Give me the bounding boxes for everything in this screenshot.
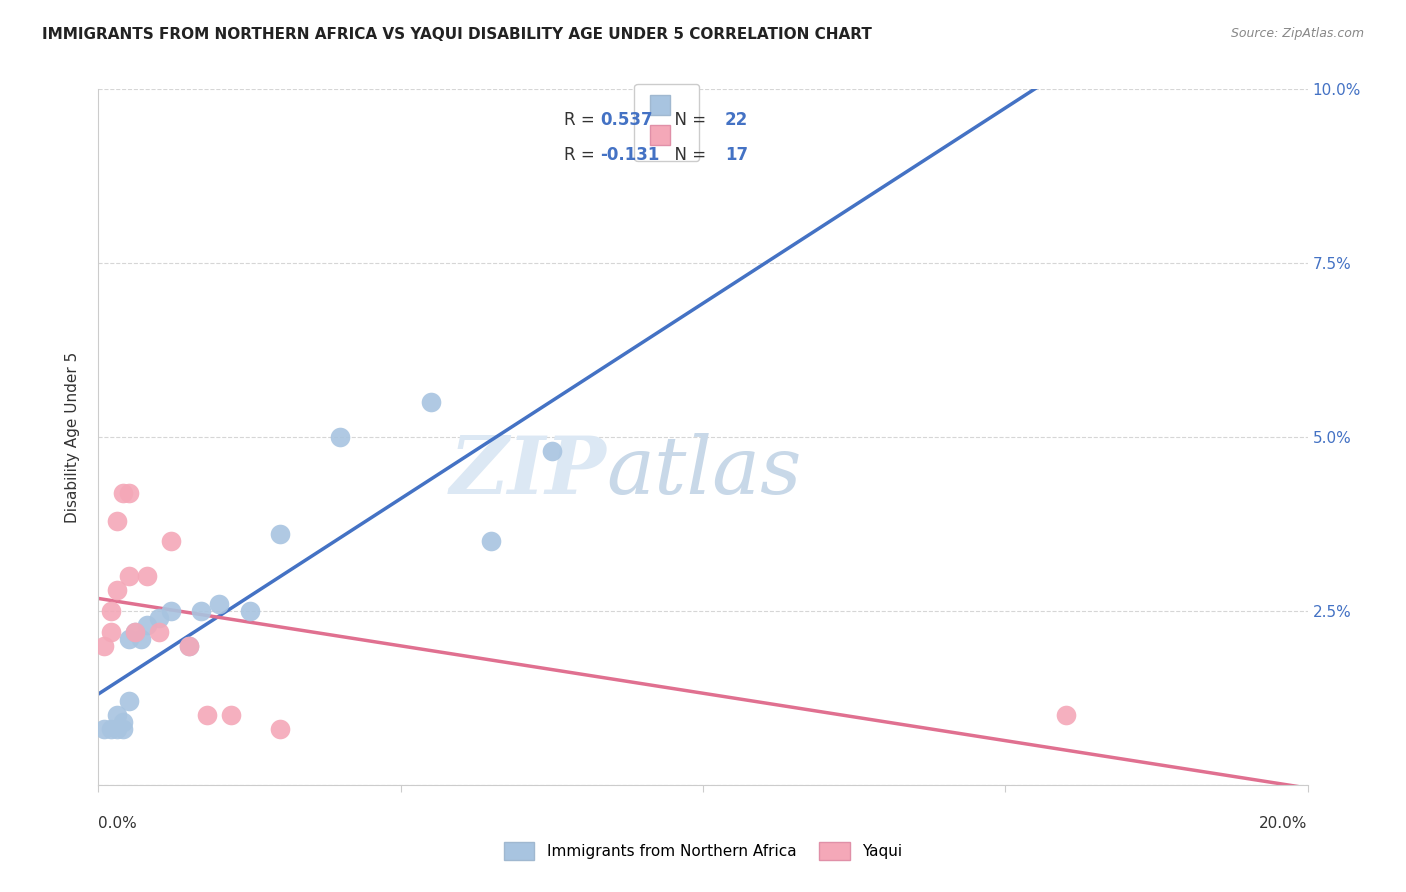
Point: [195, 708, 218, 723]
Point: [420, 395, 443, 409]
Text: 0.537: 0.537: [600, 112, 652, 129]
Point: [148, 624, 170, 639]
Point: [135, 618, 157, 632]
Point: [118, 485, 141, 500]
Point: [118, 694, 141, 708]
Point: [100, 624, 122, 639]
Legend: Immigrants from Northern Africa, Yaqui: Immigrants from Northern Africa, Yaqui: [498, 836, 908, 866]
Point: [105, 514, 128, 528]
Point: [160, 604, 183, 618]
Point: [1054, 708, 1077, 723]
Point: [100, 604, 122, 618]
Point: [124, 624, 146, 639]
Point: [540, 444, 562, 458]
Point: [190, 604, 212, 618]
Text: R =: R =: [564, 146, 600, 164]
Point: [111, 715, 134, 730]
Text: IMMIGRANTS FROM NORTHERN AFRICA VS YAQUI DISABILITY AGE UNDER 5 CORRELATION CHAR: IMMIGRANTS FROM NORTHERN AFRICA VS YAQUI…: [42, 27, 872, 42]
Point: [269, 723, 291, 737]
Text: 20.0%: 20.0%: [1260, 816, 1308, 831]
Text: Source: ZipAtlas.com: Source: ZipAtlas.com: [1230, 27, 1364, 40]
Text: ZIP: ZIP: [450, 434, 606, 510]
Point: [135, 569, 157, 583]
Point: [93, 723, 115, 737]
Point: [118, 569, 141, 583]
Text: -0.131: -0.131: [600, 146, 659, 164]
Y-axis label: Disability Age Under 5: Disability Age Under 5: [65, 351, 80, 523]
Text: N =: N =: [664, 112, 711, 129]
Point: [481, 534, 503, 549]
Point: [208, 597, 231, 611]
Point: [269, 527, 291, 541]
Text: atlas: atlas: [606, 434, 801, 510]
Text: 22: 22: [724, 112, 748, 129]
Point: [179, 639, 201, 653]
Point: [111, 723, 134, 737]
Point: [105, 723, 128, 737]
Point: [93, 639, 115, 653]
Text: R =: R =: [564, 112, 600, 129]
Point: [118, 632, 141, 646]
Point: [179, 639, 201, 653]
Text: N =: N =: [664, 146, 711, 164]
Point: [111, 485, 134, 500]
Text: 17: 17: [724, 146, 748, 164]
Legend: , : ,: [634, 84, 699, 161]
Point: [105, 583, 128, 598]
Point: [100, 723, 122, 737]
Point: [329, 430, 352, 444]
Text: 0.0%: 0.0%: [98, 816, 138, 831]
Point: [148, 611, 170, 625]
Point: [124, 624, 146, 639]
Point: [160, 534, 183, 549]
Point: [129, 632, 152, 646]
Point: [239, 604, 262, 618]
Point: [105, 708, 128, 723]
Point: [221, 708, 243, 723]
